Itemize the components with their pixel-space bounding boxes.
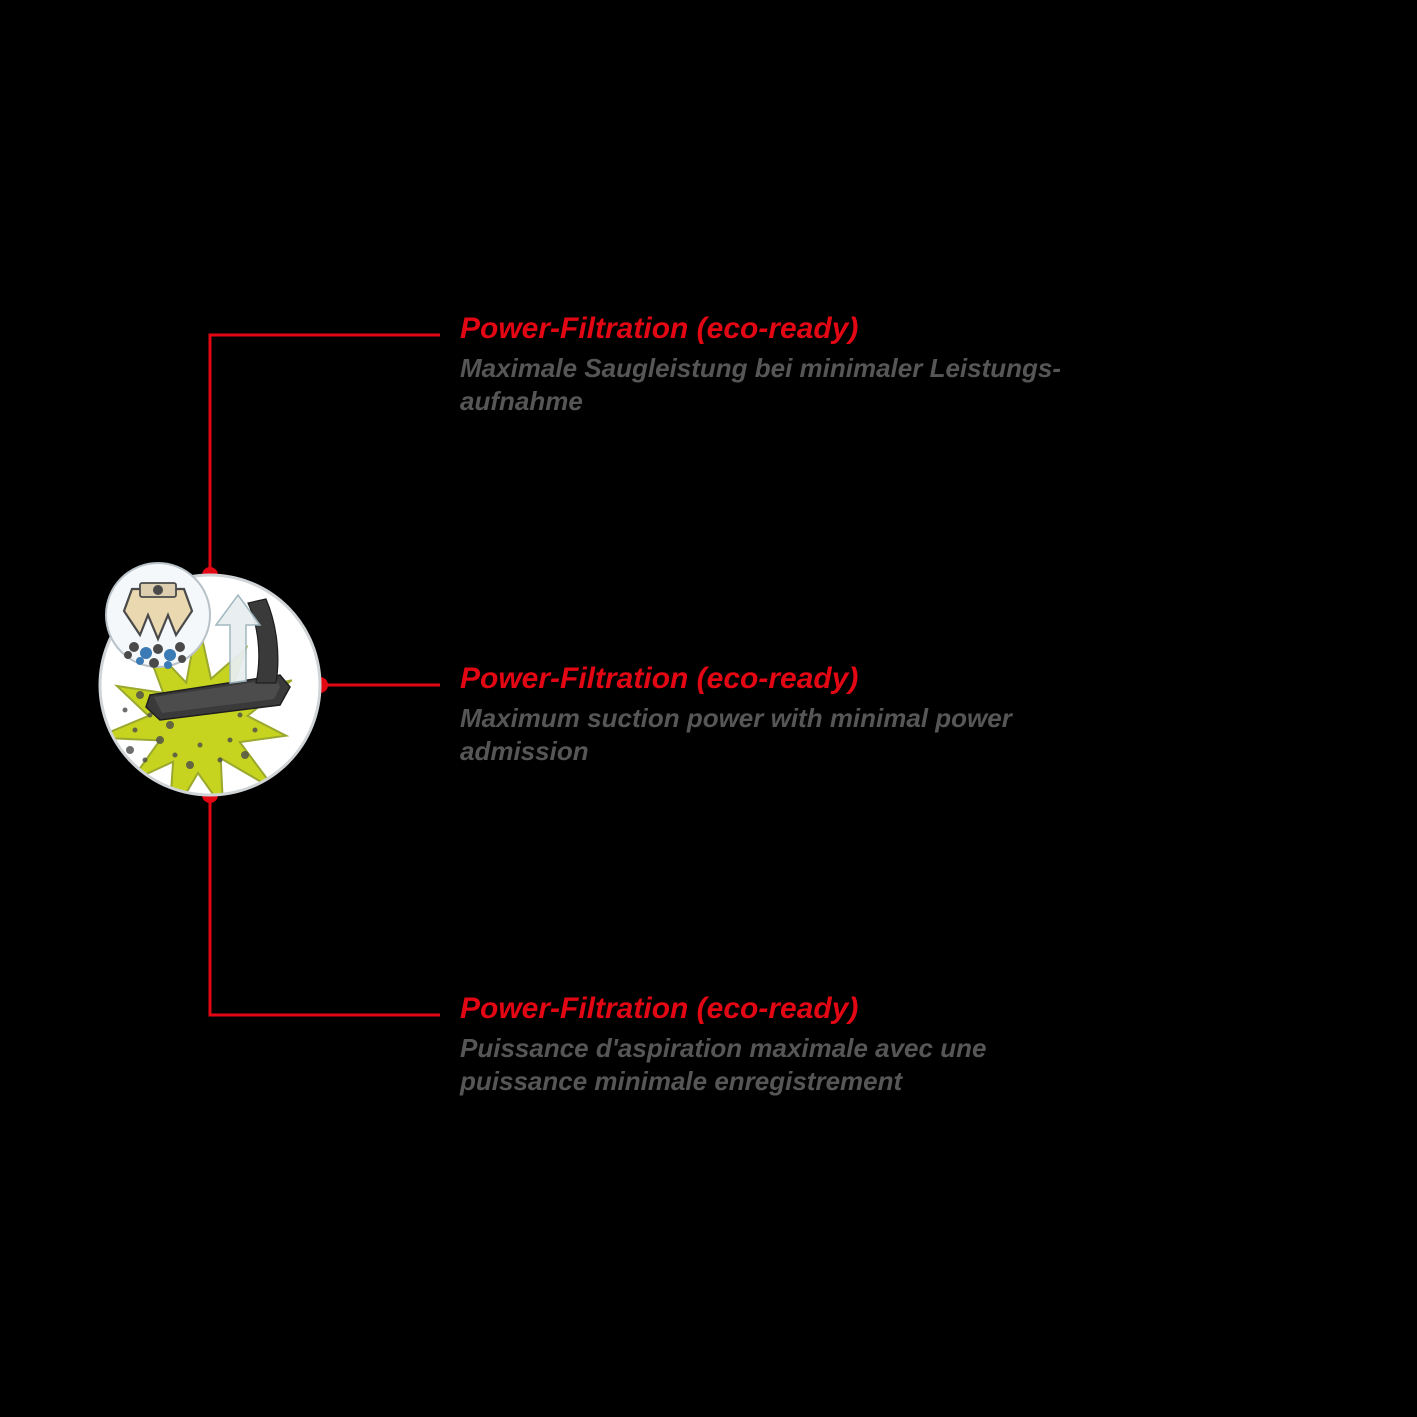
callout-title: Power-Filtration (eco-ready) [460,662,1210,696]
callout-en: Power-Filtration (eco-ready) Maximum suc… [460,662,1210,769]
filtration-icon [80,555,340,815]
callout-title: Power-Filtration (eco-ready) [460,992,1210,1026]
callout-fr: Power-Filtration (eco-ready) Puissance d… [460,992,1210,1099]
callout-desc: Puissance d'aspiration maximale avec une… [460,1032,1210,1099]
infographic-canvas: Power-Filtration (eco-ready) Maximale Sa… [0,0,1417,1417]
callout-desc: Maximum suction power with minimal power… [460,702,1210,769]
callout-desc: Maximale Saugleistung bei minimaler Leis… [460,352,1210,419]
callout-de: Power-Filtration (eco-ready) Maximale Sa… [460,312,1210,419]
callout-title: Power-Filtration (eco-ready) [460,312,1210,346]
